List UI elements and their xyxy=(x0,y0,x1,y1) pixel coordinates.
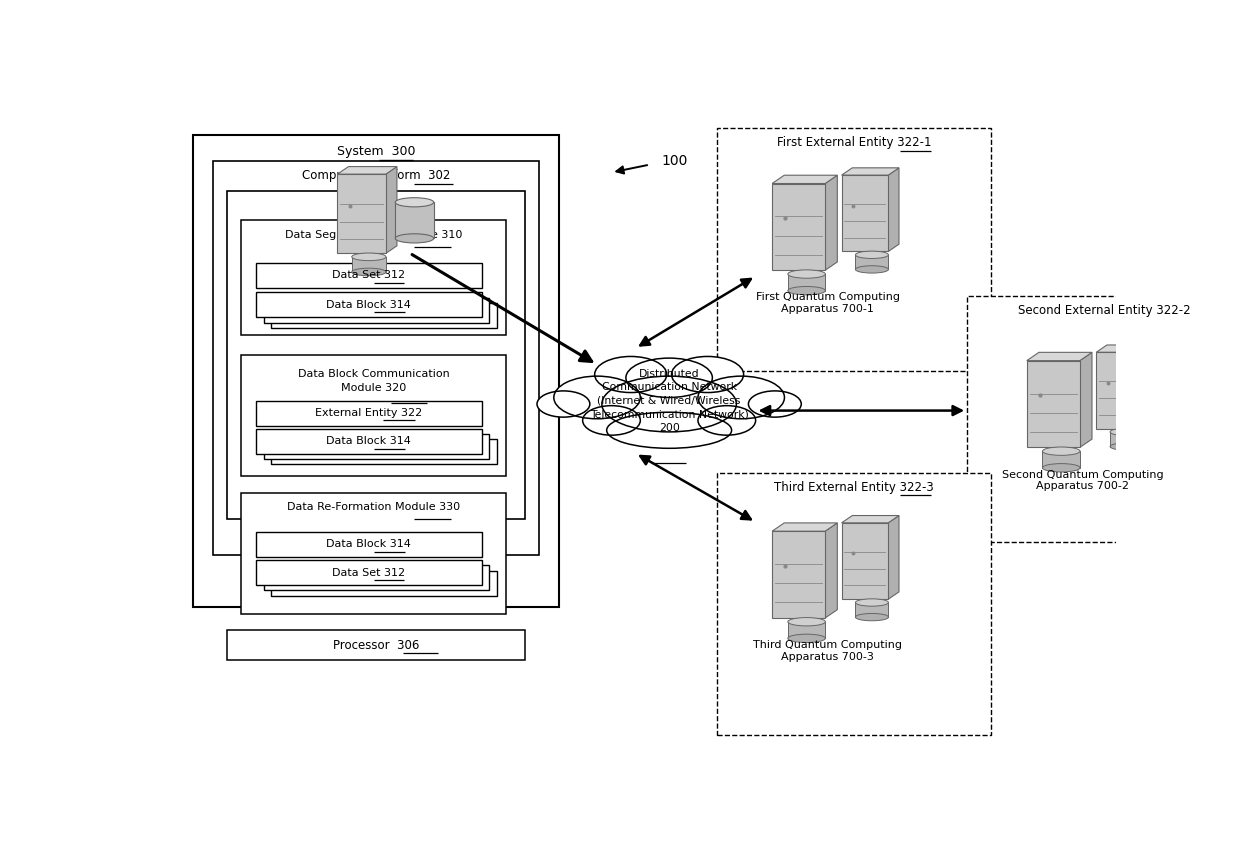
FancyBboxPatch shape xyxy=(242,221,506,335)
Ellipse shape xyxy=(396,198,434,207)
FancyBboxPatch shape xyxy=(842,176,888,251)
Text: Data Block 314: Data Block 314 xyxy=(326,436,412,446)
Ellipse shape xyxy=(856,251,889,258)
Ellipse shape xyxy=(856,613,889,621)
Ellipse shape xyxy=(856,266,889,273)
Text: Computing Platform  302: Computing Platform 302 xyxy=(301,170,450,182)
Ellipse shape xyxy=(626,358,713,397)
Polygon shape xyxy=(888,515,899,599)
Ellipse shape xyxy=(698,376,785,419)
FancyBboxPatch shape xyxy=(787,274,826,291)
Ellipse shape xyxy=(352,268,386,276)
FancyBboxPatch shape xyxy=(255,429,481,454)
Text: First External Entity 322-1: First External Entity 322-1 xyxy=(777,136,931,149)
Polygon shape xyxy=(1143,345,1153,429)
FancyBboxPatch shape xyxy=(264,297,490,323)
FancyBboxPatch shape xyxy=(255,400,481,426)
FancyBboxPatch shape xyxy=(255,532,481,557)
FancyBboxPatch shape xyxy=(1043,452,1080,468)
Ellipse shape xyxy=(787,286,826,295)
FancyBboxPatch shape xyxy=(193,135,558,607)
FancyBboxPatch shape xyxy=(773,183,825,270)
FancyBboxPatch shape xyxy=(396,202,434,239)
Ellipse shape xyxy=(537,391,590,417)
Ellipse shape xyxy=(1043,447,1080,455)
FancyBboxPatch shape xyxy=(856,255,889,269)
FancyBboxPatch shape xyxy=(1110,432,1143,446)
Ellipse shape xyxy=(672,356,744,393)
Ellipse shape xyxy=(601,376,737,432)
Ellipse shape xyxy=(1043,463,1080,472)
FancyBboxPatch shape xyxy=(255,292,481,318)
Polygon shape xyxy=(825,523,837,618)
FancyBboxPatch shape xyxy=(242,492,506,614)
Text: Data Re-Formation Module 330: Data Re-Formation Module 330 xyxy=(288,502,460,512)
Polygon shape xyxy=(773,523,837,531)
Polygon shape xyxy=(337,167,397,174)
FancyBboxPatch shape xyxy=(787,622,826,638)
Text: Third Quantum Computing
Apparatus 700-3: Third Quantum Computing Apparatus 700-3 xyxy=(753,640,903,662)
FancyBboxPatch shape xyxy=(773,531,825,618)
Text: Data Set 312: Data Set 312 xyxy=(332,567,405,578)
Ellipse shape xyxy=(554,376,640,419)
Text: Second Quantum Computing
Apparatus 700-2: Second Quantum Computing Apparatus 700-2 xyxy=(1002,469,1163,492)
FancyBboxPatch shape xyxy=(213,161,539,555)
FancyBboxPatch shape xyxy=(272,571,497,596)
Text: Memory  304: Memory 304 xyxy=(337,199,415,212)
Polygon shape xyxy=(1096,345,1153,352)
Ellipse shape xyxy=(396,233,434,243)
FancyBboxPatch shape xyxy=(272,303,497,328)
Polygon shape xyxy=(1027,353,1092,360)
Polygon shape xyxy=(888,168,899,251)
Text: 100: 100 xyxy=(661,154,688,169)
FancyBboxPatch shape xyxy=(352,256,386,272)
FancyBboxPatch shape xyxy=(842,523,888,599)
FancyBboxPatch shape xyxy=(264,435,490,459)
Text: Distributed
Communication Network
(Internet & Wired/Wireless
Telecommunication N: Distributed Communication Network (Inter… xyxy=(590,369,749,433)
FancyBboxPatch shape xyxy=(264,566,490,590)
Ellipse shape xyxy=(595,356,667,393)
Text: First Quantum Computing
Apparatus 700-1: First Quantum Computing Apparatus 700-1 xyxy=(755,292,900,314)
Polygon shape xyxy=(773,176,837,183)
Text: Second External Entity 322-2: Second External Entity 322-2 xyxy=(1018,303,1190,317)
FancyBboxPatch shape xyxy=(856,602,889,617)
FancyBboxPatch shape xyxy=(717,473,991,735)
Text: Data Block 314: Data Block 314 xyxy=(326,300,412,310)
FancyBboxPatch shape xyxy=(1027,360,1080,447)
Ellipse shape xyxy=(787,618,826,626)
FancyBboxPatch shape xyxy=(242,354,506,476)
Ellipse shape xyxy=(1110,443,1143,450)
Polygon shape xyxy=(386,167,397,253)
FancyBboxPatch shape xyxy=(967,296,1240,542)
Text: Data Block Communication
Module 320: Data Block Communication Module 320 xyxy=(298,370,450,393)
Polygon shape xyxy=(825,176,837,270)
Ellipse shape xyxy=(352,253,386,261)
Ellipse shape xyxy=(1110,429,1143,435)
Polygon shape xyxy=(1080,353,1092,447)
Polygon shape xyxy=(842,515,899,523)
FancyBboxPatch shape xyxy=(255,263,481,288)
FancyBboxPatch shape xyxy=(717,129,991,371)
FancyBboxPatch shape xyxy=(227,630,525,659)
Text: Data Segmentation Module 310: Data Segmentation Module 310 xyxy=(285,230,463,239)
Ellipse shape xyxy=(749,391,801,417)
Polygon shape xyxy=(842,168,899,176)
Ellipse shape xyxy=(606,412,732,448)
Ellipse shape xyxy=(787,634,826,642)
Ellipse shape xyxy=(856,599,889,606)
FancyBboxPatch shape xyxy=(272,440,497,464)
Text: Data Block 314: Data Block 314 xyxy=(326,539,412,550)
Text: Processor  306: Processor 306 xyxy=(332,639,419,652)
FancyBboxPatch shape xyxy=(227,191,525,519)
Text: System  300: System 300 xyxy=(337,145,415,158)
Text: Data Set 312: Data Set 312 xyxy=(332,270,405,280)
Ellipse shape xyxy=(787,270,826,279)
Ellipse shape xyxy=(583,406,640,435)
Text: External Entity 322: External Entity 322 xyxy=(315,408,423,418)
Text: Third External Entity 322-3: Third External Entity 322-3 xyxy=(774,481,934,494)
Ellipse shape xyxy=(698,406,755,435)
FancyBboxPatch shape xyxy=(1096,352,1143,429)
FancyBboxPatch shape xyxy=(337,174,386,253)
FancyBboxPatch shape xyxy=(255,560,481,585)
